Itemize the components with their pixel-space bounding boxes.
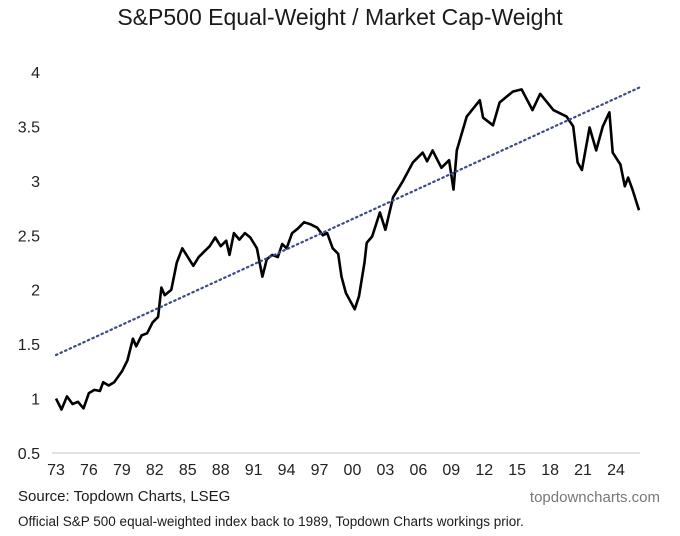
- y-tick-label: 2: [31, 283, 40, 300]
- x-tick-label: 94: [278, 462, 296, 479]
- x-tick-label: 88: [212, 462, 230, 479]
- line-chart: 0.5 1 1.5 2 2.5 3 3.5 4 73 76 79 82 85 88 91 94 97 00 03 06…: [18, 65, 642, 479]
- y-tick-label: 4: [31, 65, 40, 82]
- footnote: Official S&P 500 equal-weighted index ba…: [18, 514, 524, 529]
- x-tick-label: 79: [113, 462, 131, 479]
- y-tick-label: 0.5: [18, 446, 40, 463]
- y-tick-label: 2.5: [18, 228, 40, 245]
- x-tick-label: 76: [80, 462, 98, 479]
- chart-title: S&P500 Equal-Weight / Market Cap-Weight: [117, 4, 563, 30]
- y-tick-label: 3.5: [18, 119, 40, 136]
- brand-watermark: topdowncharts.com: [529, 489, 660, 506]
- y-tick-label: 3: [31, 174, 40, 191]
- x-tick-label: 12: [475, 462, 493, 479]
- x-tick-label: 06: [409, 462, 427, 479]
- x-tick-label: 73: [47, 462, 65, 479]
- x-tick-label: 24: [607, 462, 625, 479]
- x-tick-label: 18: [541, 462, 559, 479]
- ratio-line: [54, 88, 641, 411]
- x-tick-label: 97: [311, 462, 329, 479]
- x-tick-label: 03: [377, 462, 395, 479]
- x-tick-label: 91: [245, 462, 263, 479]
- x-tick-label: 82: [146, 462, 164, 479]
- y-tick-label: 1: [31, 392, 40, 409]
- x-tick-label: 09: [442, 462, 460, 479]
- x-tick-label: 00: [344, 462, 362, 479]
- x-tick-label: 21: [574, 462, 592, 479]
- source-text: Source: Topdown Charts, LSEG: [18, 488, 231, 505]
- x-tick-label: 85: [179, 462, 197, 479]
- y-tick-label: 1.5: [18, 337, 40, 354]
- x-tick-label: 15: [508, 462, 526, 479]
- trend-line: [54, 86, 642, 357]
